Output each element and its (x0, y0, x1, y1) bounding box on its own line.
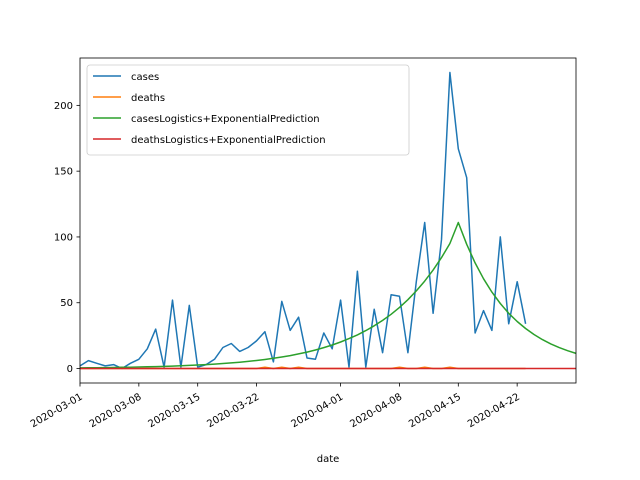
plot-lines (79, 71, 577, 370)
legend-box (86, 64, 410, 156)
y-tick-label: 0 (67, 364, 73, 375)
y-tick-label: 150 (54, 167, 73, 178)
y-axis-ticks: 0 50 100 150 200 (54, 101, 80, 375)
series-line-caseslogistics-exponentialprediction (79, 221, 577, 369)
legend-entry-caseslogistics-exponentialprediction: casesLogistics+ExponentialPrediction (131, 114, 320, 125)
y-tick-label: 50 (60, 298, 73, 309)
plot-frame (79, 57, 577, 384)
legend-entry-cases: cases (131, 72, 159, 83)
series-line-cases (79, 71, 527, 370)
y-tick-label: 100 (54, 232, 73, 243)
y-tick-label: 200 (54, 101, 73, 112)
legend-entry-deaths: deaths (131, 93, 165, 104)
legend-entry-deathslogistics-exponentialprediction: deathsLogistics+ExponentialPrediction (131, 135, 326, 146)
legend: cases deaths casesLogistics+ExponentialPre… (86, 64, 410, 156)
x-axis-label: date (317, 454, 340, 465)
